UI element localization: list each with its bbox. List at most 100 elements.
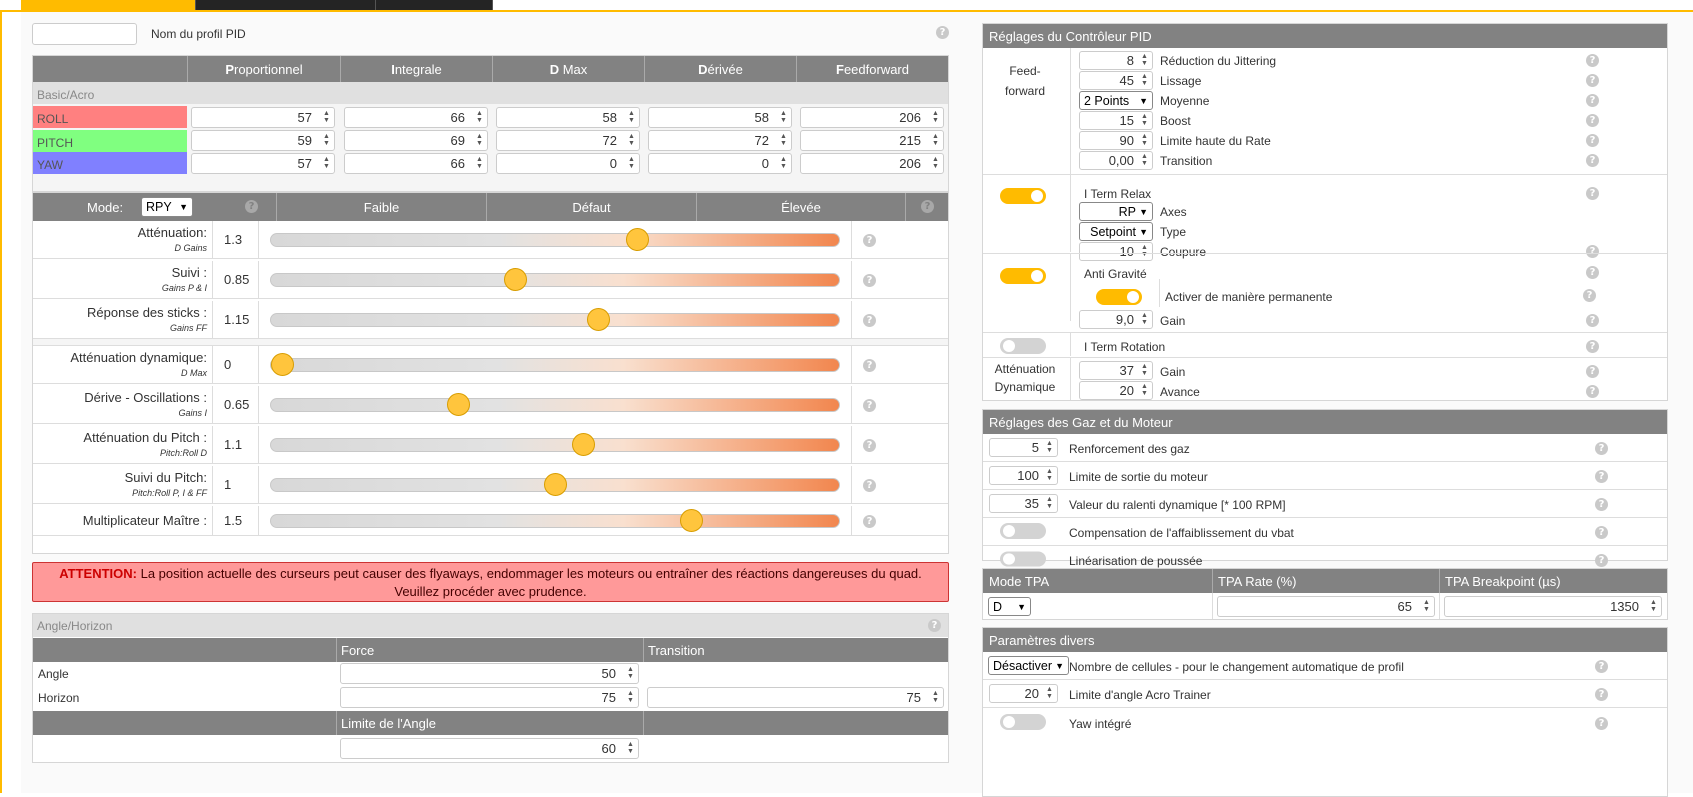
ff-value-input[interactable]: 90 ▲ ▼ [1079,131,1153,150]
help-icon[interactable]: ? [1595,442,1608,455]
help-icon[interactable]: ? [1586,365,1599,378]
tab-filters[interactable] [376,0,493,10]
roll-ff-input[interactable]: 206 ▲ ▼ [800,107,944,128]
slider-handle[interactable] [544,473,567,496]
slider-track[interactable] [270,393,840,416]
mode-select[interactable]: RPY ▼ [141,197,193,217]
angle-force-input[interactable]: 50 ▲ ▼ [340,663,639,684]
help-icon[interactable]: ? [245,200,258,213]
help-icon[interactable]: ? [863,399,876,412]
ff-averaging-select[interactable]: 2 Points ▼ [1079,91,1153,110]
yaw-i-input[interactable]: 66 ▲ ▼ [344,153,488,174]
help-icon[interactable]: ? [1586,154,1599,167]
yaw-ff-input[interactable]: 206 ▲ ▼ [800,153,944,174]
motor-output-limit-input[interactable]: 100 ▲ ▼ [989,466,1058,485]
dynamic-advance-input[interactable]: 20 ▲ ▼ [1079,381,1153,400]
help-icon[interactable]: ? [1595,717,1608,730]
help-icon[interactable]: ? [863,515,876,528]
profile-name-input[interactable] [32,23,137,45]
pitch-i-input[interactable]: 69 ▲ ▼ [344,130,488,151]
help-icon[interactable]: ? [1586,54,1599,67]
help-icon[interactable]: ? [928,619,941,632]
slider-handle[interactable] [626,228,650,251]
pitch-ff-input[interactable]: 215 ▲ ▼ [800,130,944,151]
horizon-transition-input[interactable]: 75 ▲ ▼ [647,687,944,708]
roll-i-input[interactable]: 66 ▲ ▼ [344,107,488,128]
slider-track[interactable] [270,473,840,496]
help-icon[interactable]: ? [863,274,876,287]
slider-track[interactable] [270,353,840,376]
help-icon[interactable]: ? [863,479,876,492]
help-icon[interactable]: ? [863,234,876,247]
slider-track[interactable] [270,308,840,331]
roll-d-input[interactable]: 58 ▲ ▼ [648,107,792,128]
pitch-d-input[interactable]: 72 ▲ ▼ [648,130,792,151]
anti-gravity-permanent-toggle[interactable] [1096,289,1142,305]
slider-handle[interactable] [572,433,596,456]
help-icon[interactable]: ? [1595,498,1608,511]
tpa-mode-select[interactable]: D ▼ [988,597,1031,616]
iterm-type-select[interactable]: Setpoint ▼ [1079,222,1153,241]
yaw-dmax-input[interactable]: 0 ▲ ▼ [496,153,640,174]
anti-gravity-toggle[interactable] [1000,268,1046,284]
slider-handle[interactable] [504,268,528,291]
slider-handle[interactable] [447,393,471,416]
acro-trainer-input[interactable]: 20 ▲ ▼ [989,684,1058,703]
ff-value-input[interactable]: 8 ▲ ▼ [1079,51,1153,70]
tpa-breakpoint-input[interactable]: 1350 ▲ ▼ [1444,596,1662,617]
yaw-p-input[interactable]: 57 ▲ ▼ [191,153,335,174]
slider-track[interactable] [270,433,840,456]
slider-handle[interactable] [680,509,704,532]
yaw-d-input[interactable]: 0 ▲ ▼ [648,153,792,174]
pitch-dmax-input[interactable]: 72 ▲ ▼ [496,130,640,151]
roll-p-input[interactable]: 57 ▲ ▼ [191,107,335,128]
help-icon[interactable]: ? [1586,94,1599,107]
thrust-linear-toggle[interactable] [1000,551,1046,567]
tab-rateprofile[interactable] [196,0,376,10]
slider-track[interactable] [270,228,840,251]
slider-track[interactable] [270,268,840,291]
cell-count-select[interactable]: Désactiver ▼ [988,656,1069,675]
ff-value-input[interactable]: 0,00 ▲ ▼ [1079,151,1153,170]
help-icon[interactable]: ? [1595,660,1608,673]
help-icon[interactable]: ? [863,439,876,452]
help-icon[interactable]: ? [921,200,934,213]
help-icon[interactable]: ? [1586,245,1599,258]
slider-handle[interactable] [586,308,610,331]
help-icon[interactable]: ? [1586,187,1599,200]
tab-pid-settings[interactable] [21,0,196,10]
help-icon[interactable]: ? [863,359,876,372]
help-icon[interactable]: ? [1595,526,1608,539]
slider-handle[interactable] [271,353,295,376]
pitch-p-input[interactable]: 59 ▲ ▼ [191,130,335,151]
angle-limit-input[interactable]: 60 ▲ ▼ [340,738,639,759]
roll-dmax-input[interactable]: 58 ▲ ▼ [496,107,640,128]
help-icon[interactable]: ? [1583,289,1596,302]
slider-track[interactable] [270,509,840,532]
help-icon[interactable]: ? [1586,134,1599,147]
help-icon[interactable]: ? [936,26,949,39]
help-icon[interactable]: ? [1586,266,1599,279]
help-icon[interactable]: ? [1586,385,1599,398]
help-icon[interactable]: ? [1586,340,1599,353]
vbat-compensation-toggle[interactable] [1000,523,1046,539]
help-icon[interactable]: ? [1595,470,1608,483]
iterm-relax-toggle[interactable] [1000,188,1046,204]
help-icon[interactable]: ? [1586,114,1599,127]
tpa-rate-input[interactable]: 65 ▲ ▼ [1217,596,1435,617]
iterm-rotation-toggle[interactable] [1000,338,1046,354]
anti-gravity-gain-input[interactable]: 9,0 ▲ ▼ [1079,310,1153,329]
iterm-axes-select[interactable]: RP ▼ [1079,202,1153,221]
dynamic-idle-input[interactable]: 35 ▲ ▼ [989,494,1058,513]
ff-value-input[interactable]: 15 ▲ ▼ [1079,111,1153,130]
throttle-boost-input[interactable]: 5 ▲ ▼ [989,438,1058,457]
help-icon[interactable]: ? [1595,554,1608,567]
help-icon[interactable]: ? [1595,688,1608,701]
horizon-force-input[interactable]: 75 ▲ ▼ [340,687,639,708]
ff-value-input[interactable]: 45 ▲ ▼ [1079,71,1153,90]
help-icon[interactable]: ? [1586,314,1599,327]
iterm-cutoff-input[interactable]: 10 ▲ ▼ [1079,242,1153,261]
integrated-yaw-toggle[interactable] [1000,714,1046,730]
help-icon[interactable]: ? [1586,74,1599,87]
dynamic-gain-input[interactable]: 37 ▲ ▼ [1079,361,1153,380]
